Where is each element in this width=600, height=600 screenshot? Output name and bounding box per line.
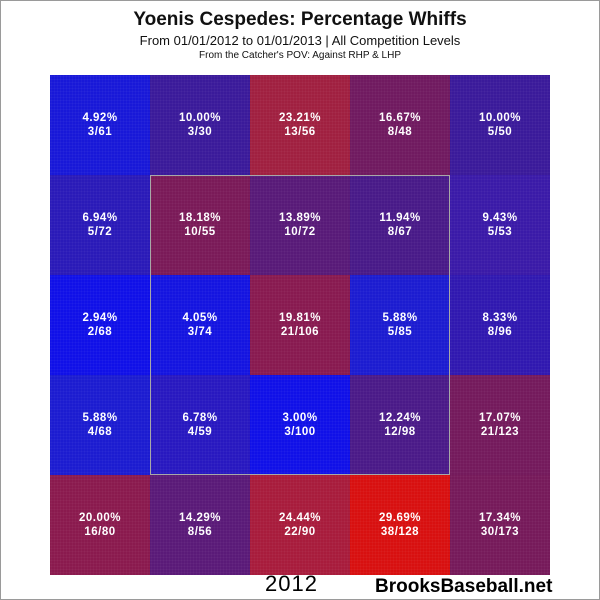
cell-fraction: 5/53 [487, 226, 513, 238]
cell-percentage: 10.00% [178, 112, 221, 124]
heatmap-cell-r3-c2: 4.05% 3/74 [150, 275, 250, 375]
cell-fraction: 5/50 [487, 126, 513, 138]
cell-percentage: 18.18% [178, 212, 221, 224]
cell-percentage: 17.07% [478, 412, 521, 424]
cell-fraction: 8/67 [387, 226, 413, 238]
cell-fraction: 10/55 [184, 226, 216, 238]
cell-percentage: 24.44% [278, 512, 321, 524]
heatmap-cell-r3-c1: 2.94% 2/68 [50, 275, 150, 375]
cell-percentage: 6.94% [82, 212, 118, 224]
heatmap-cell-r3-c4: 5.88% 5/85 [350, 275, 450, 375]
year-label: 2012 [265, 571, 318, 596]
cell-fraction: 4/59 [187, 426, 213, 438]
heatmap-cell-r4-c3: 3.00% 3/100 [250, 375, 350, 475]
heatmap-cell-r5-c5: 17.34% 30/173 [450, 475, 550, 575]
heatmap-cell-r4-c1: 5.88% 4/68 [50, 375, 150, 475]
cell-fraction: 3/30 [187, 126, 213, 138]
heatmap-cell-r5-c4: 29.69% 38/128 [350, 475, 450, 575]
cell-fraction: 38/128 [380, 526, 420, 538]
cell-fraction: 5/72 [87, 226, 113, 238]
cell-percentage: 19.81% [278, 312, 321, 324]
heatmap-cell-r2-c3: 13.89% 10/72 [250, 175, 350, 275]
heatmap-cell-r4-c5: 17.07% 21/123 [450, 375, 550, 475]
cell-fraction: 21/106 [280, 326, 320, 338]
chart-subtitle-pov: From the Catcher's POV: Against RHP & LH… [199, 50, 401, 61]
heatmap-cell-r1-c1: 4.92% 3/61 [50, 75, 150, 175]
cell-fraction: 3/74 [187, 326, 213, 338]
cell-percentage: 9.43% [482, 212, 518, 224]
cell-percentage: 2.94% [82, 312, 118, 324]
heatmap-cell-r1-c4: 16.67% 8/48 [350, 75, 450, 175]
cell-percentage: 11.94% [379, 212, 421, 224]
heatmap-cell-r2-c4: 11.94% 8/67 [350, 175, 450, 275]
cell-fraction: 21/123 [480, 426, 520, 438]
cell-percentage: 12.24% [378, 412, 421, 424]
cell-percentage: 14.29% [178, 512, 221, 524]
cell-percentage: 8.33% [482, 312, 518, 324]
heatmap-cell-r5-c1: 20.00% 16/80 [50, 475, 150, 575]
cell-percentage: 4.05% [182, 312, 218, 324]
cell-percentage: 16.67% [378, 112, 421, 124]
heatmap-cell-r1-c5: 10.00% 5/50 [450, 75, 550, 175]
heatmap-grid: 4.92% 3/61 10.00% 3/30 23.21% 13/56 16.67% 8/48… [50, 75, 550, 575]
cell-fraction: 22/90 [284, 526, 316, 538]
cell-percentage: 23.21% [278, 112, 321, 124]
cell-fraction: 3/100 [284, 426, 316, 438]
cell-percentage: 29.69% [378, 512, 421, 524]
cell-fraction: 2/68 [87, 326, 113, 338]
heatmap-cell-r5-c2: 14.29% 8/56 [150, 475, 250, 575]
heatmap-cell-r4-c2: 6.78% 4/59 [150, 375, 250, 475]
cell-percentage: 5.88% [82, 412, 118, 424]
cell-fraction: 5/85 [387, 326, 413, 338]
heatmap-cell-r2-c1: 6.94% 5/72 [50, 175, 150, 275]
heatmap-cell-r3-c3: 19.81% 21/106 [250, 275, 350, 375]
cell-fraction: 8/56 [187, 526, 213, 538]
cell-percentage: 10.00% [478, 112, 521, 124]
cell-percentage: 6.78% [182, 412, 218, 424]
heatmap-cell-r1-c3: 23.21% 13/56 [250, 75, 350, 175]
cell-percentage: 4.92% [82, 112, 118, 124]
cell-fraction: 8/48 [387, 126, 413, 138]
cell-fraction: 16/80 [84, 526, 116, 538]
heatmap-cell-r1-c2: 10.00% 3/30 [150, 75, 250, 175]
heatmap-cell-r3-c5: 8.33% 8/96 [450, 275, 550, 375]
cell-percentage: 17.34% [478, 512, 521, 524]
cell-fraction: 3/61 [87, 126, 113, 138]
cell-percentage: 20.00% [78, 512, 121, 524]
cell-fraction: 10/72 [284, 226, 316, 238]
cell-fraction: 12/98 [384, 426, 416, 438]
chart-subtitle: From 01/01/2012 to 01/01/2013 | All Comp… [139, 33, 461, 48]
heatmap-cell-r5-c3: 24.44% 22/90 [250, 475, 350, 575]
cell-percentage: 5.88% [382, 312, 418, 324]
cell-fraction: 4/68 [87, 426, 113, 438]
heatmap-cell-r4-c4: 12.24% 12/98 [350, 375, 450, 475]
cell-percentage: 3.00% [282, 412, 318, 424]
cell-percentage: 13.89% [278, 212, 321, 224]
cell-fraction: 30/173 [480, 526, 520, 538]
chart-title: Yoenis Cespedes: Percentage Whiffs [133, 9, 467, 30]
cell-fraction: 13/56 [284, 126, 316, 138]
cell-fraction: 8/96 [487, 326, 513, 338]
heatmap-cell-r2-c5: 9.43% 5/53 [450, 175, 550, 275]
heatmap-cell-r2-c2: 18.18% 10/55 [150, 175, 250, 275]
brand-label: BrooksBaseball.net [375, 576, 553, 597]
